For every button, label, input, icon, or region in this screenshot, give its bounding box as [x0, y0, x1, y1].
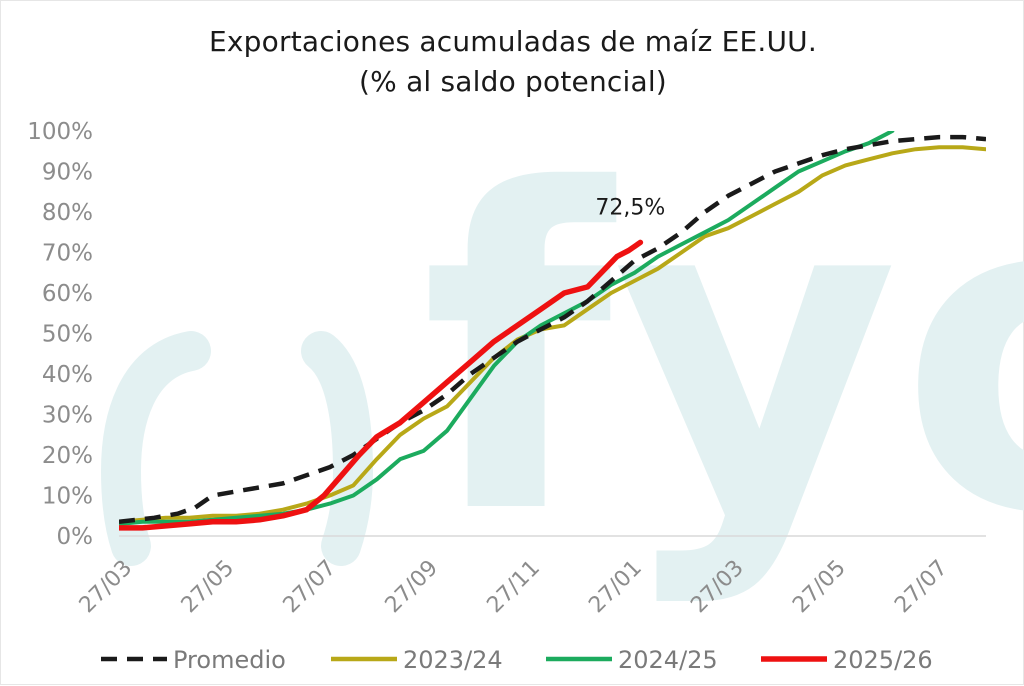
chart-title: Exportaciones acumuladas de maíz EE.UU. [209, 25, 817, 58]
y-tick-label: 80% [42, 200, 93, 226]
y-tick-label: 30% [42, 403, 93, 429]
series-lines [119, 131, 986, 531]
legend-label: 2024/25 [618, 646, 718, 674]
y-tick-label: 40% [42, 362, 93, 388]
legend-label: Promedio [173, 646, 286, 674]
watermark-logo: fyo [100, 98, 1024, 610]
chart-subtitle: (% al saldo potencial) [359, 65, 667, 98]
series-line-2025-26 [119, 239, 644, 531]
legend-label: 2025/26 [833, 646, 933, 674]
series-line-2024-25 [119, 131, 895, 526]
watermark-text: fyo [421, 98, 1024, 610]
x-tick-label: 27/05 [177, 556, 240, 619]
x-tick-label: 27/07 [279, 556, 342, 619]
y-tick-label: 0% [57, 524, 94, 550]
legend-label: 2023/24 [403, 646, 503, 674]
watermark-bracket-right [301, 331, 374, 566]
y-tick-label: 60% [42, 281, 93, 307]
series-line-2023-24 [119, 145, 986, 524]
y-tick-label: 70% [42, 241, 93, 267]
y-tick-label: 100% [27, 119, 93, 145]
y-tick-label: 20% [42, 443, 93, 469]
y-tick-label: 50% [42, 322, 93, 348]
y-tick-label: 10% [42, 484, 93, 510]
y-axis-tick-labels: 0% 10% 20% 30% 40% 50% 60% 70% 80% 90% 100% [27, 119, 93, 550]
legend: Promedio 2023/24 2024/25 2025/26 [101, 646, 933, 674]
x-tick-label: 27/03 [75, 556, 138, 619]
y-tick-label: 90% [42, 160, 93, 186]
annotation-label: 72,5% [595, 195, 665, 220]
